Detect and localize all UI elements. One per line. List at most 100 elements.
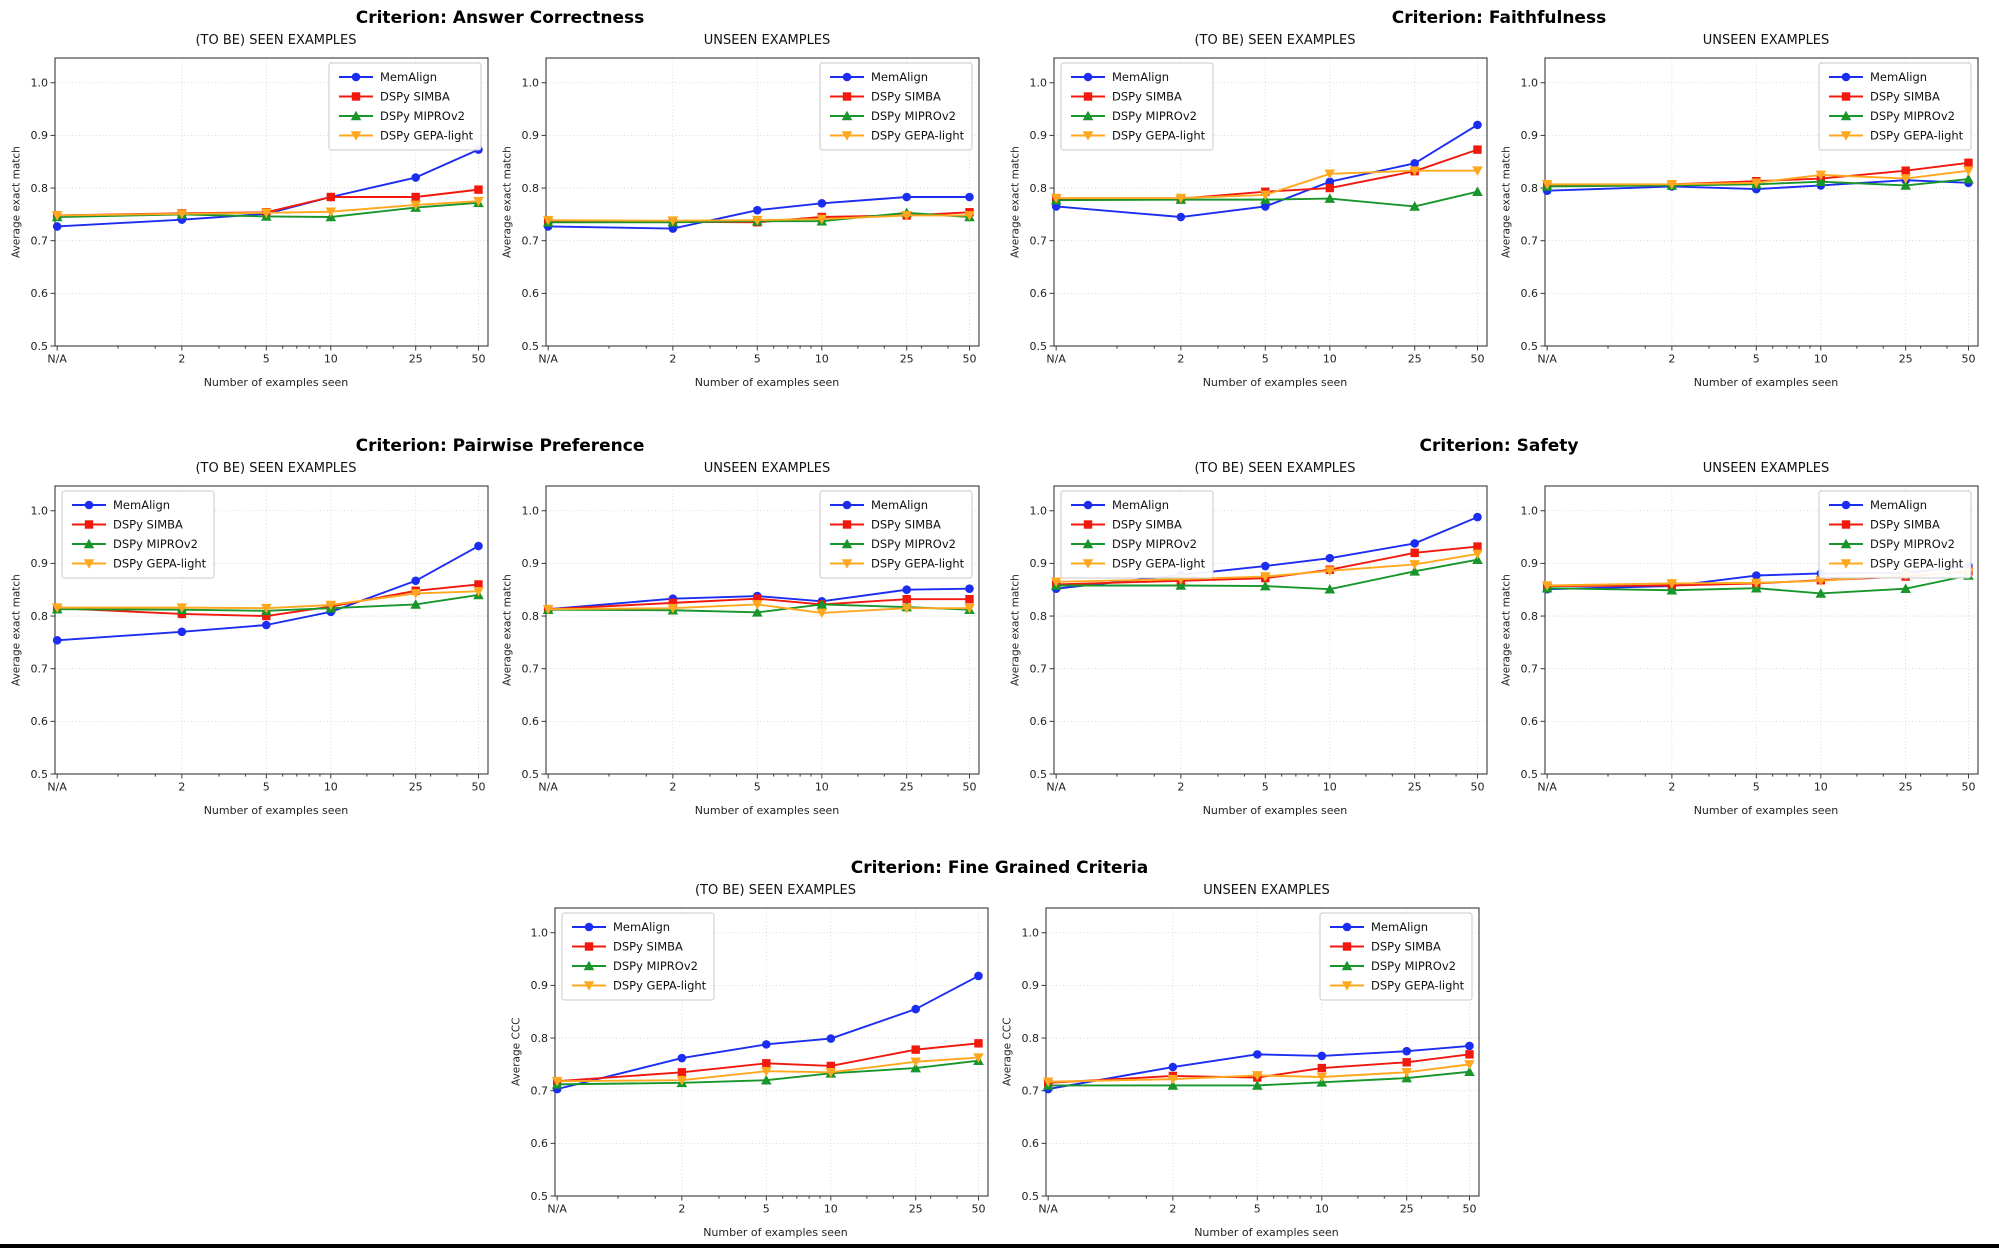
svg-text:50: 50 xyxy=(962,781,976,794)
svg-text:10: 10 xyxy=(1314,1203,1328,1216)
svg-text:0.6: 0.6 xyxy=(1521,287,1539,300)
svg-text:0.9: 0.9 xyxy=(1521,557,1539,570)
figure-row-1: Criterion: Answer Correctness (TO BE) SE… xyxy=(0,6,1999,400)
svg-text:2: 2 xyxy=(178,353,185,366)
svg-text:MemAlign: MemAlign xyxy=(1112,498,1169,512)
svg-text:DSPy MIPROv2: DSPy MIPROv2 xyxy=(613,959,698,973)
svg-text:DSPy GEPA-light: DSPy GEPA-light xyxy=(871,128,965,142)
svg-text:DSPy MIPROv2: DSPy MIPROv2 xyxy=(1112,109,1197,123)
svg-text:50: 50 xyxy=(1462,1203,1476,1216)
svg-text:10: 10 xyxy=(324,781,338,794)
svg-text:0.7: 0.7 xyxy=(1521,662,1539,675)
figure-row-2: Criterion: Pairwise Preference (TO BE) S… xyxy=(0,434,1999,828)
svg-text:0.6: 0.6 xyxy=(522,715,540,728)
svg-text:DSPy GEPA-light: DSPy GEPA-light xyxy=(613,978,707,992)
svg-text:0.6: 0.6 xyxy=(1030,287,1048,300)
x-axis-label: Number of examples seen xyxy=(703,1226,848,1239)
svg-text:25: 25 xyxy=(1399,1203,1413,1216)
svg-text:0.6: 0.6 xyxy=(1521,715,1539,728)
svg-text:MemAlign: MemAlign xyxy=(1371,920,1428,934)
svg-text:1.0: 1.0 xyxy=(522,77,540,90)
subplot-title: UNSEEN EXAMPLES xyxy=(703,461,831,476)
svg-text:MemAlign: MemAlign xyxy=(1870,498,1927,512)
svg-text:10: 10 xyxy=(815,353,829,366)
svg-text:0.6: 0.6 xyxy=(522,287,540,300)
svg-text:MemAlign: MemAlign xyxy=(613,920,670,934)
svg-text:1.0: 1.0 xyxy=(31,77,49,90)
svg-text:N/A: N/A xyxy=(1046,781,1066,794)
svg-text:MemAlign: MemAlign xyxy=(113,498,170,512)
criterion-block-fine-grained-criteria: Criterion: Fine Grained Criteria (TO BE)… xyxy=(509,856,1491,1250)
svg-text:DSPy GEPA-light: DSPy GEPA-light xyxy=(1870,556,1964,570)
svg-text:N/A: N/A xyxy=(1537,353,1557,366)
criterion-panels: (TO BE) SEEN EXAMPLES Average exact matc… xyxy=(9,32,991,400)
svg-text:1.0: 1.0 xyxy=(1030,505,1048,518)
svg-text:MemAlign: MemAlign xyxy=(380,70,437,84)
svg-text:DSPy MIPROv2: DSPy MIPROv2 xyxy=(1870,537,1955,551)
svg-text:0.8: 0.8 xyxy=(31,182,49,195)
subplot-title: (TO BE) SEEN EXAMPLES xyxy=(1194,33,1356,48)
panel-pairwise-preference-unseen: UNSEEN EXAMPLES Average exact match 0.5 0… xyxy=(500,460,991,828)
svg-text:DSPy MIPROv2: DSPy MIPROv2 xyxy=(1112,537,1197,551)
svg-text:DSPy SIMBA: DSPy SIMBA xyxy=(380,89,450,103)
svg-text:50: 50 xyxy=(962,353,976,366)
svg-text:1.0: 1.0 xyxy=(1021,927,1039,940)
line-chart: 0.50.60.70.80.91.0N/A 2 5 10 25 50MemAlignDSP… xyxy=(522,57,980,366)
svg-text:DSPy GEPA-light: DSPy GEPA-light xyxy=(871,556,965,570)
svg-text:DSPy SIMBA: DSPy SIMBA xyxy=(113,517,183,531)
svg-text:N/A: N/A xyxy=(1537,781,1557,794)
svg-text:10: 10 xyxy=(823,1203,837,1216)
line-chart: 0.50.60.70.80.91.0N/A 2 5 10 25 50MemAlignDSP… xyxy=(1030,57,1488,366)
svg-text:0.5: 0.5 xyxy=(1030,768,1048,781)
svg-text:50: 50 xyxy=(1961,353,1975,366)
x-axis-label: Number of examples seen xyxy=(203,376,349,389)
svg-text:25: 25 xyxy=(1408,781,1422,794)
svg-text:DSPy GEPA-light: DSPy GEPA-light xyxy=(1870,128,1964,142)
svg-text:DSPy MIPROv2: DSPy MIPROv2 xyxy=(871,109,956,123)
svg-text:5: 5 xyxy=(263,353,270,366)
svg-text:DSPy MIPROv2: DSPy MIPROv2 xyxy=(1371,959,1456,973)
svg-text:0.9: 0.9 xyxy=(31,557,49,570)
svg-text:50: 50 xyxy=(471,353,485,366)
svg-text:0.8: 0.8 xyxy=(1030,182,1048,195)
svg-text:0.5: 0.5 xyxy=(1521,768,1539,781)
criterion-title: Criterion: Answer Correctness xyxy=(355,8,645,28)
panel-answer-correctness-unseen: UNSEEN EXAMPLES Average exact match 0.5 0… xyxy=(500,32,991,400)
svg-text:N/A: N/A xyxy=(538,781,558,794)
svg-text:DSPy MIPROv2: DSPy MIPROv2 xyxy=(1870,109,1955,123)
svg-text:5: 5 xyxy=(263,781,270,794)
line-chart: 0.50.60.70.80.91.0N/A 2 5 10 25 50MemAlignDSP… xyxy=(1521,485,1979,794)
criterion-block-faithfulness: Criterion: Faithfulness (TO BE) SEEN EXA… xyxy=(1008,6,1990,400)
svg-text:0.7: 0.7 xyxy=(522,234,540,247)
svg-text:1.0: 1.0 xyxy=(1030,77,1048,90)
svg-text:0.6: 0.6 xyxy=(1021,1137,1039,1150)
svg-text:10: 10 xyxy=(1323,781,1337,794)
svg-text:DSPy GEPA-light: DSPy GEPA-light xyxy=(1112,556,1206,570)
svg-text:50: 50 xyxy=(1961,781,1975,794)
svg-text:MemAlign: MemAlign xyxy=(1112,70,1169,84)
svg-text:10: 10 xyxy=(1323,353,1337,366)
line-chart: 0.50.60.70.80.91.0N/A 2 5 10 25 50MemAlignDSP… xyxy=(31,485,489,794)
line-chart: 0.50.60.70.80.91.0N/A 2 5 10 25 50MemAlignDSP… xyxy=(1521,57,1979,366)
svg-text:0.7: 0.7 xyxy=(1030,662,1048,675)
line-chart: 0.50.60.70.80.91.0N/A 2 5 10 25 50MemAlignDSP… xyxy=(530,907,989,1216)
svg-text:5: 5 xyxy=(754,353,761,366)
svg-text:DSPy MIPROv2: DSPy MIPROv2 xyxy=(380,109,465,123)
panel-pairwise-preference-seen: (TO BE) SEEN EXAMPLES Average exact matc… xyxy=(9,460,500,828)
svg-text:0.7: 0.7 xyxy=(530,1084,548,1097)
svg-text:0.7: 0.7 xyxy=(31,234,49,247)
svg-text:2: 2 xyxy=(178,781,185,794)
svg-text:0.9: 0.9 xyxy=(522,557,540,570)
svg-text:MemAlign: MemAlign xyxy=(1870,70,1927,84)
criterion-panels: (TO BE) SEEN EXAMPLES Average exact matc… xyxy=(1008,460,1990,828)
criterion-panels: (TO BE) SEEN EXAMPLES Average exact matc… xyxy=(1008,32,1990,400)
svg-text:1.0: 1.0 xyxy=(530,927,548,940)
svg-text:DSPy SIMBA: DSPy SIMBA xyxy=(1870,517,1940,531)
svg-text:2: 2 xyxy=(669,353,676,366)
svg-text:2: 2 xyxy=(678,1203,685,1216)
svg-text:0.8: 0.8 xyxy=(31,610,49,623)
svg-text:DSPy GEPA-light: DSPy GEPA-light xyxy=(1112,128,1206,142)
svg-text:1.0: 1.0 xyxy=(1521,505,1539,518)
svg-text:0.7: 0.7 xyxy=(1521,234,1539,247)
svg-text:0.6: 0.6 xyxy=(530,1137,548,1150)
